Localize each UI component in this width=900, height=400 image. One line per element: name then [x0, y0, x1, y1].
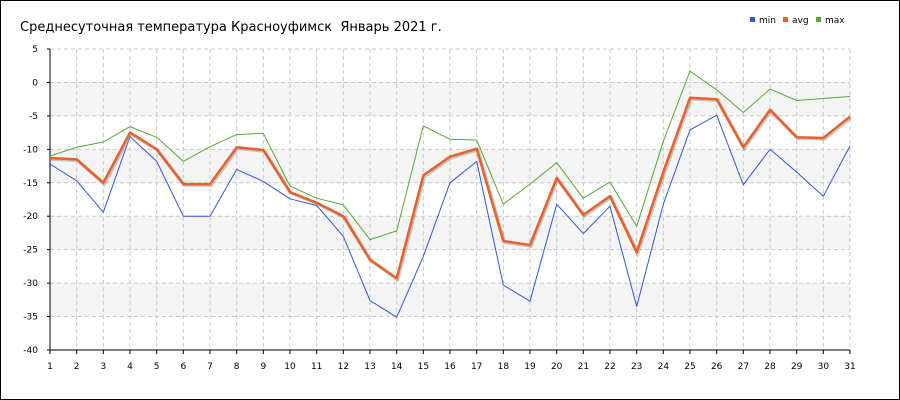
- legend-item-min: min: [750, 16, 776, 26]
- legend-label-avg: avg: [792, 16, 809, 26]
- grid-lines: [49, 48, 851, 351]
- x-tick-label: 16: [444, 362, 456, 372]
- x-tick-label: 22: [604, 362, 615, 372]
- x-tick-label: 18: [498, 362, 510, 372]
- x-tick-label: 14: [391, 362, 403, 372]
- y-tick-label: -15: [23, 179, 38, 189]
- y-tick-labels: 5 0 -5 -10 -15 -20 -25 -30 -35 -40: [23, 45, 50, 356]
- series-line-max: [49, 70, 851, 241]
- x-tick-label: 23: [631, 362, 642, 372]
- legend-swatch-min: [750, 17, 755, 22]
- y-tick-label: -10: [23, 145, 38, 155]
- x-tick-label: 8: [234, 362, 240, 372]
- x-tick-label: 29: [791, 362, 803, 372]
- x-tick-label: 21: [578, 362, 589, 372]
- x-tick-label: 7: [207, 362, 213, 372]
- x-tick-label: 6: [180, 362, 186, 372]
- x-tick-label: 12: [338, 362, 349, 372]
- x-tick-label: 1: [47, 362, 53, 372]
- x-tick-label: 26: [711, 362, 723, 372]
- x-tick-label: 10: [284, 362, 296, 372]
- x-tick-label: 11: [311, 362, 322, 372]
- legend-label-max: max: [825, 16, 845, 26]
- y-tick-label: -40: [23, 346, 38, 356]
- x-tick-label: 15: [418, 362, 429, 372]
- x-tick-label: 24: [658, 362, 670, 372]
- series-lines: [49, 70, 853, 318]
- legend-swatch-max: [816, 17, 821, 22]
- x-tick-label: 31: [844, 362, 855, 372]
- y-tick-label: -25: [23, 246, 38, 256]
- x-tick-label: 19: [524, 362, 536, 372]
- legend-label-min: min: [759, 16, 776, 26]
- series-line-min: [49, 114, 851, 318]
- x-tick-label: 25: [684, 362, 695, 372]
- chart-title: Среднесуточная температура Красноуфимск …: [20, 20, 442, 35]
- x-tick-label: 5: [154, 362, 160, 372]
- y-tick-label: -30: [23, 279, 38, 289]
- y-tick-label: -20: [23, 212, 38, 222]
- legend-item-max: max: [816, 16, 845, 26]
- y-tick-label: 0: [32, 78, 38, 88]
- x-tick-label: 13: [364, 362, 375, 372]
- legend-swatch-avg: [783, 17, 788, 22]
- x-tick-label: 4: [127, 362, 133, 372]
- y-tick-label: -35: [23, 313, 38, 323]
- x-tick-label: 20: [551, 362, 563, 372]
- x-tick-label: 3: [100, 362, 106, 372]
- y-tick-label: 5: [32, 45, 38, 55]
- y-tick-label: -5: [29, 112, 38, 122]
- series-line-avg: [49, 96, 851, 280]
- x-tick-label: 30: [818, 362, 830, 372]
- x-tick-label: 27: [738, 362, 749, 372]
- x-tick-label: 17: [471, 362, 482, 372]
- x-tick-labels: 1 2 3 4 5 6 7 8 9 10 11 12 13 14 15 16 17 18 19 20 21 22 23 24 2…: [47, 350, 856, 372]
- legend-item-avg: avg: [783, 16, 809, 26]
- x-tick-label: 2: [74, 362, 80, 372]
- x-tick-label: 9: [260, 362, 266, 372]
- x-tick-label: 28: [764, 362, 776, 372]
